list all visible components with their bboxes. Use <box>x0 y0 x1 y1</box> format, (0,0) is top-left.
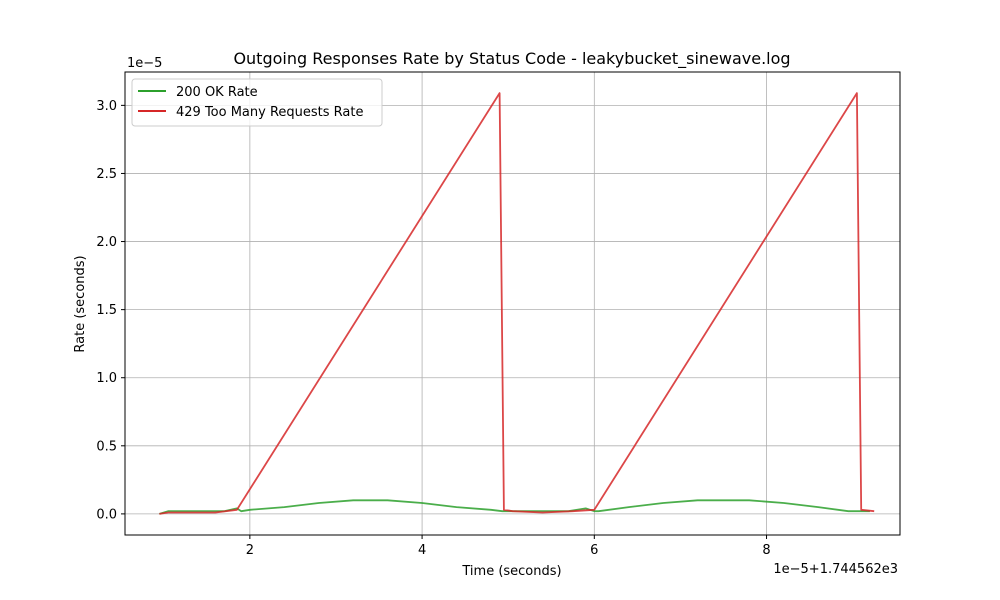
x-tick-label: 2 <box>246 543 254 558</box>
y-axis: 0.0 0.5 1.0 1.5 2.0 2.5 3.0 <box>96 99 125 522</box>
series-layer <box>159 92 875 515</box>
y-tick-label: 3.0 <box>96 99 117 114</box>
plot-frame <box>124 71 901 536</box>
grid <box>125 72 900 535</box>
chart-title: Outgoing Responses Rate by Status Code -… <box>233 49 790 69</box>
y-tick-label: 2.5 <box>96 167 117 182</box>
x-axis: 2 4 6 8 <box>246 535 771 558</box>
legend: 200 OK Rate 429 Too Many Requests Rate <box>131 78 383 127</box>
y-axis-label: Rate (seconds) <box>73 255 88 352</box>
y-offset-text: 1e−5 <box>127 56 162 71</box>
y-tick-label: 2.0 <box>96 235 117 250</box>
y-tick-label: 0.5 <box>96 439 117 454</box>
x-tick-label: 6 <box>590 543 598 558</box>
x-offset-text: 1e−5+1.744562e3 <box>773 562 898 577</box>
series-line-429-too-many-requests <box>159 92 875 515</box>
y-tick-label: 1.0 <box>96 371 117 386</box>
x-tick-label: 4 <box>418 543 426 558</box>
y-tick-label: 1.5 <box>96 303 117 318</box>
legend-label-429: 429 Too Many Requests Rate <box>176 105 363 120</box>
legend-box <box>131 78 383 127</box>
y-tick-label: 0.0 <box>96 507 117 522</box>
legend-label-200: 200 OK Rate <box>176 85 258 100</box>
x-axis-label: Time (seconds) <box>461 564 561 579</box>
x-tick-label: 8 <box>762 543 770 558</box>
